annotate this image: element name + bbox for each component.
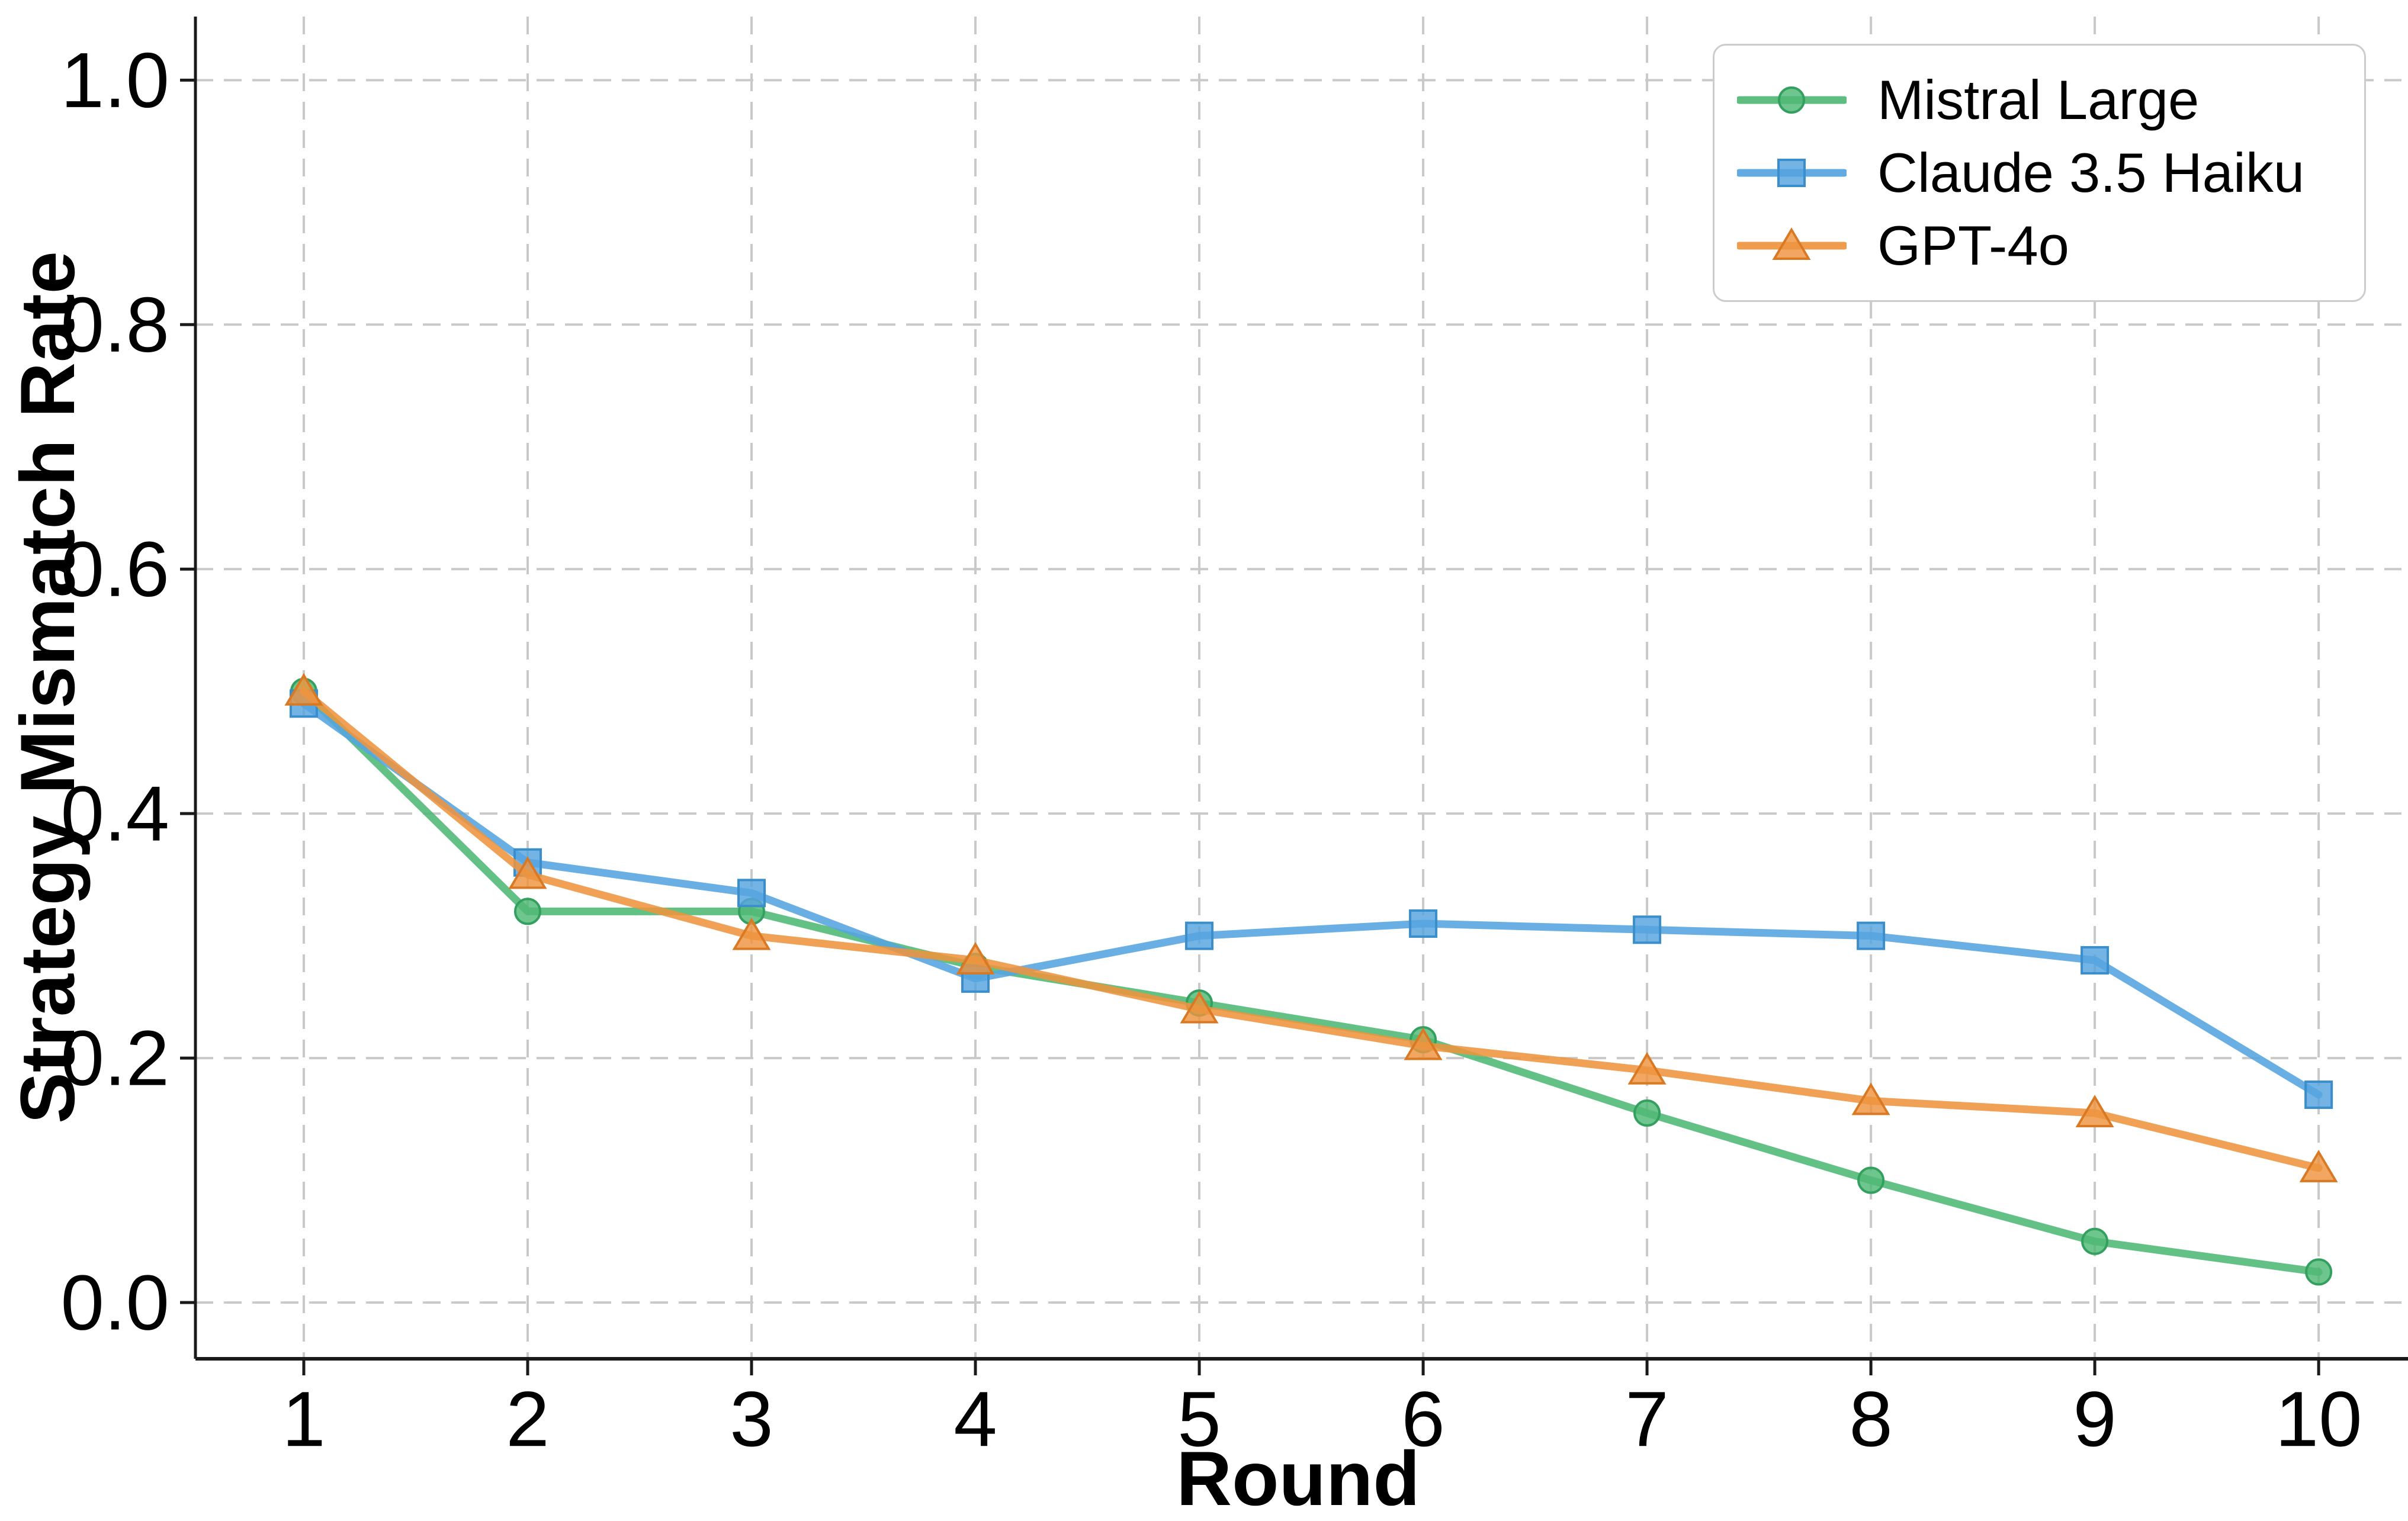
- series-mistral-large: [290, 677, 2333, 1286]
- triangle-marker: [1772, 227, 1811, 261]
- triangle-marker: [508, 856, 547, 889]
- series-line: [300, 699, 2323, 1099]
- x-tick-label: 3: [730, 1375, 773, 1462]
- x-tick-label: 10: [2275, 1375, 2362, 1462]
- series-claude-3-5-haiku: [289, 689, 2333, 1110]
- triangle-marker: [956, 941, 995, 975]
- square-marker: [1633, 915, 1662, 944]
- data-series: [284, 673, 2338, 1286]
- legend-label: Mistral Large: [1877, 68, 2200, 131]
- circle-marker: [1857, 1166, 1885, 1194]
- square-marker: [1185, 921, 1214, 950]
- line-square-marker-icon: [1737, 158, 1847, 187]
- square-marker: [2304, 1081, 2333, 1110]
- legend-label: Claude 3.5 Haiku: [1877, 141, 2305, 204]
- y-axis-title: Strategy Mismatch Rate: [4, 251, 91, 1124]
- legend-entry-mistral-large: Mistral Large: [1737, 72, 2340, 128]
- series-line: [300, 687, 2323, 1172]
- legend-label: GPT-4o: [1877, 214, 2069, 277]
- series-line: [300, 687, 2323, 1276]
- x-tick-label: 5: [1177, 1375, 1221, 1462]
- line-circle-marker-icon: [1737, 86, 1847, 114]
- circle-marker: [2081, 1227, 2109, 1255]
- square-marker: [1777, 158, 1806, 187]
- legend-entry-gpt4o: GPT-4o: [1737, 218, 2340, 274]
- legend: Mistral Large Claude 3.5 Haiku GPT-4o: [1713, 44, 2366, 302]
- triangle-marker: [1851, 1082, 1890, 1115]
- y-tick-label: 0.0: [61, 1259, 170, 1346]
- y-tick-label: 0.6: [61, 526, 170, 613]
- legend-entry-claude-haiku: Claude 3.5 Haiku: [1737, 141, 2340, 204]
- triangle-marker: [284, 673, 323, 706]
- x-tick-label: 6: [1401, 1375, 1444, 1462]
- triangle-marker: [1404, 1027, 1443, 1060]
- axes: 0.0 0.2 0.4 0.6 0.8 1.0 1 2 3 4 5 6 7 8 9 10: [61, 17, 2408, 1462]
- circle-marker: [513, 898, 541, 925]
- series-gpt-4o: [284, 673, 2338, 1182]
- triangle-marker: [2075, 1095, 2114, 1127]
- triangle-marker: [732, 917, 771, 950]
- circle-marker: [2305, 1258, 2333, 1286]
- x-tick-label: 4: [953, 1375, 997, 1462]
- y-tick-label: 0.8: [61, 281, 170, 368]
- square-marker: [1857, 921, 1886, 950]
- square-marker: [737, 879, 766, 908]
- x-tick-label: 9: [2073, 1375, 2116, 1462]
- gridlines: [195, 17, 2401, 1359]
- x-axis-title: Round: [1176, 1435, 1420, 1521]
- triangle-marker: [2299, 1149, 2338, 1182]
- circle-marker: [1633, 1099, 1661, 1127]
- x-tick-label: 7: [1625, 1375, 1668, 1462]
- x-tick-label: 1: [282, 1375, 325, 1462]
- x-tick-label: 2: [506, 1375, 549, 1462]
- square-marker: [2080, 946, 2110, 975]
- x-tick-label: 8: [1849, 1375, 1892, 1462]
- y-tick-label: 0.4: [61, 770, 170, 857]
- triangle-marker: [1627, 1051, 1667, 1085]
- triangle-marker: [1180, 991, 1219, 1024]
- line-triangle-marker-icon: [1737, 227, 1847, 261]
- y-tick-label: 1.0: [61, 37, 170, 124]
- square-marker: [1409, 909, 1438, 938]
- circle-marker: [1778, 86, 1805, 114]
- y-tick-label: 0.2: [61, 1015, 170, 1102]
